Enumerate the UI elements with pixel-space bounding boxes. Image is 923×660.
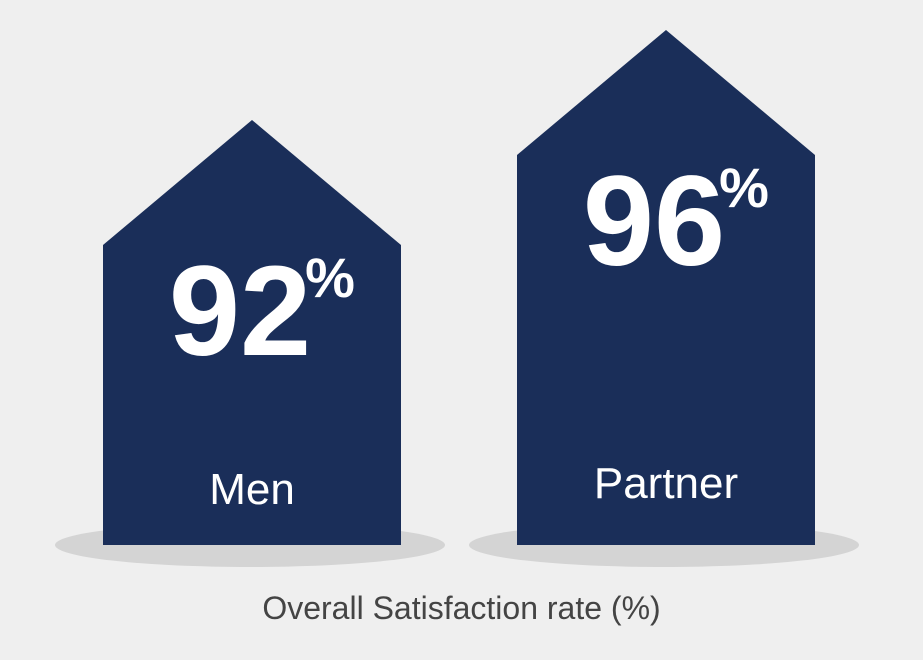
category-label-men: Men xyxy=(209,465,295,514)
value-suffix-men: % xyxy=(305,246,355,309)
value-suffix-partner: % xyxy=(719,156,769,219)
bar-partner xyxy=(517,30,815,545)
chart-caption: Overall Satisfaction rate (%) xyxy=(262,590,661,626)
bar-men xyxy=(103,120,401,545)
value-label-men: 92 xyxy=(169,240,311,383)
category-label-partner: Partner xyxy=(594,459,738,508)
value-label-partner: 96 xyxy=(583,150,725,293)
